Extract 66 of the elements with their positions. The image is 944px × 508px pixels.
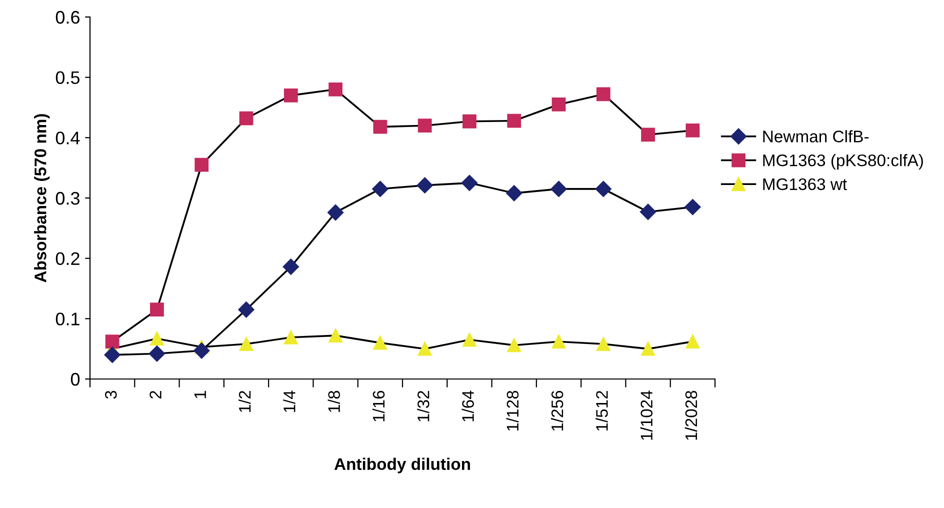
point [462,332,476,347]
x-tick-label: 1/128 [506,390,519,431]
point [328,328,342,343]
y-tick-label: 0.2 [56,252,80,266]
point [239,111,254,126]
point [194,158,209,172]
y-tick-label: 0.5 [56,71,80,84]
point [194,342,210,359]
x-tick-label: 1 [194,390,206,398]
point [641,128,655,142]
point [595,180,612,198]
y-tick-label: 0.3 [56,192,80,205]
point [105,334,120,349]
point [104,346,120,363]
point [507,114,522,128]
point [416,177,433,194]
y-tick-label: 0 [70,372,80,386]
x-tick-label: 1/64 [462,390,474,422]
point [686,334,700,349]
point [418,342,432,356]
x-tick-label: 1/512 [596,390,608,431]
point [550,180,567,198]
point [239,337,254,351]
point [552,98,566,112]
x-axis-title: Antibody dilution [334,458,470,474]
x-tick-label: 1/16 [372,390,385,422]
point [552,334,566,349]
point [462,114,476,128]
point [506,185,522,202]
point [148,346,166,362]
point [596,337,610,351]
y-tick-label: 0.1 [56,312,80,326]
x-tick-label: 1/4 [283,390,296,412]
x-tick-label: 1/32 [417,390,430,422]
point [327,204,344,221]
point [641,342,655,356]
legend-label: MG1363 wt [763,178,847,190]
y-tick-label: 0.4 [56,132,80,144]
y-axis-title: Absorbance (570 nm) [34,114,50,282]
x-tick-label: 1/8 [328,390,340,412]
point [284,330,298,344]
point [640,204,656,220]
point [284,88,298,102]
legend-label: MG1363 (pKS80:clfA) [763,154,923,170]
point [684,198,701,216]
point [373,336,388,350]
point [686,123,700,138]
x-tick-label: 2 [150,390,162,399]
point [418,118,432,133]
point [150,302,164,317]
point [461,174,478,191]
x-tick-label: 3 [104,390,117,399]
legend-label: Newman ClfB- [763,130,869,142]
x-tick-label: 1/1024 [640,390,653,440]
point [238,302,254,318]
point [150,332,164,346]
point [507,338,522,352]
x-tick-label: 1/2 [238,390,251,412]
x-tick-label: 1/2028 [684,390,698,440]
point [282,258,299,275]
x-tick-label: 1/256 [550,390,564,431]
y-tick-label: 0.6 [56,10,80,24]
point [596,87,610,102]
point [328,82,342,96]
point [373,120,388,134]
point [372,180,388,198]
